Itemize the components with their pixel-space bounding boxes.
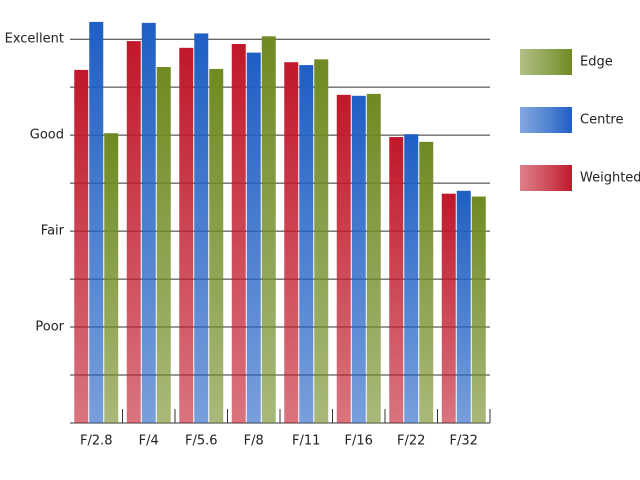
- bar: [366, 93, 381, 423]
- legend-label: Edge: [580, 55, 613, 70]
- legend-label: Centre: [580, 113, 623, 128]
- bar: [389, 137, 404, 424]
- x-tick-label: F/2.8: [80, 434, 113, 449]
- bar: [314, 59, 329, 423]
- bar: [299, 65, 314, 423]
- bar: [419, 141, 434, 423]
- bar: [156, 67, 171, 424]
- bar: [74, 69, 89, 424]
- y-tick-label: Fair: [41, 224, 65, 239]
- x-tick-label: F/16: [345, 434, 373, 449]
- bar: [246, 52, 261, 423]
- bar: [141, 22, 156, 423]
- x-tick-label: F/11: [292, 434, 320, 449]
- bar: [471, 196, 486, 423]
- y-tick-label: Excellent: [5, 32, 64, 47]
- legend-label: Weighted: [580, 171, 640, 186]
- x-tick-label: F/32: [450, 434, 478, 449]
- legend-swatch: [520, 49, 572, 75]
- x-tick-label: F/4: [139, 434, 159, 449]
- legend-swatch: [520, 165, 572, 191]
- bar: [456, 190, 471, 423]
- bar: [231, 43, 246, 423]
- x-tick-label: F/5.6: [185, 434, 218, 449]
- bar: [104, 133, 119, 423]
- y-tick-label: Poor: [35, 320, 64, 335]
- legend-swatch: [520, 107, 572, 133]
- x-tick-label: F/22: [397, 434, 425, 449]
- bar: [194, 33, 209, 423]
- y-tick-label: Good: [30, 128, 64, 143]
- bar: [284, 62, 299, 423]
- bar: [441, 193, 456, 423]
- bar: [89, 21, 104, 424]
- bar: [179, 47, 194, 423]
- x-tick-label: F/8: [244, 434, 264, 449]
- bar: [404, 134, 419, 423]
- bar: [261, 36, 276, 424]
- bar: [336, 94, 351, 423]
- bar: [351, 95, 366, 424]
- bar: [209, 68, 224, 423]
- bar: [126, 41, 141, 423]
